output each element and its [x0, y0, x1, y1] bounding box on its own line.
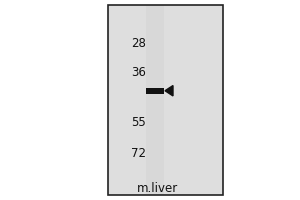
- Bar: [108, 5, 223, 195]
- Text: 36: 36: [131, 66, 146, 79]
- Text: 55: 55: [131, 116, 146, 129]
- Text: 28: 28: [131, 37, 146, 50]
- Text: 72: 72: [131, 147, 146, 160]
- Text: m.liver: m.liver: [136, 182, 178, 194]
- Bar: [108, 5, 223, 195]
- Bar: [146, 5, 164, 195]
- Bar: [146, 88, 164, 94]
- Polygon shape: [165, 86, 173, 96]
